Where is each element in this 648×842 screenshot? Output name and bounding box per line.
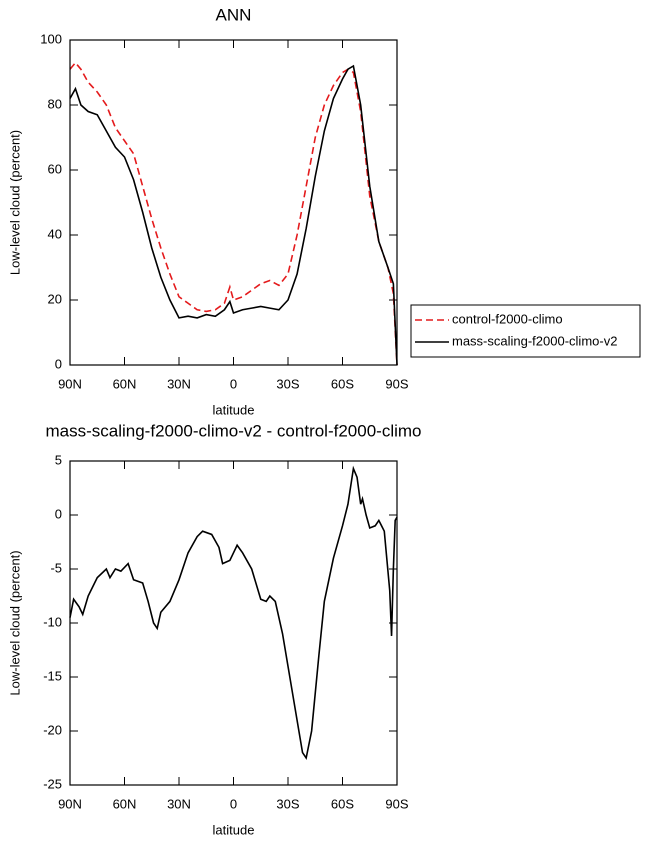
x-tick-label: 90N <box>58 796 82 811</box>
x-tick-label: 90S <box>385 796 408 811</box>
y-tick-label: -5 <box>50 560 62 575</box>
chart-title: ANN <box>216 5 252 24</box>
legend-box <box>410 304 641 358</box>
y-axis-label: Low-level cloud (percent) <box>7 130 22 275</box>
y-tick-label: -25 <box>43 776 62 791</box>
y-tick-label: 40 <box>48 226 62 241</box>
y-tick-label: 20 <box>48 291 62 306</box>
legend-label: control-f2000-climo <box>452 311 563 326</box>
x-tick-label: 90N <box>58 376 82 391</box>
y-tick-label: 0 <box>55 506 62 521</box>
y-tick-label: 0 <box>55 356 62 371</box>
x-tick-label: 90S <box>385 376 408 391</box>
data-line <box>69 61 398 366</box>
plot-frame <box>69 39 398 366</box>
x-tick-label: 30S <box>276 376 299 391</box>
data-line <box>69 64 398 366</box>
x-axis-label: latitude <box>213 402 255 417</box>
plot-frame <box>69 460 398 786</box>
x-tick-label: 60S <box>331 376 354 391</box>
x-tick-label: 0 <box>230 376 237 391</box>
x-tick-label: 60N <box>113 376 137 391</box>
y-axis-label: Low-level cloud (percent) <box>7 550 22 695</box>
x-tick-label: 0 <box>230 796 237 811</box>
x-axis-label: latitude <box>213 822 255 837</box>
y-tick-label: -15 <box>43 668 62 683</box>
y-tick-label: -10 <box>43 614 62 629</box>
y-tick-label: 5 <box>55 452 62 467</box>
chart-title: mass-scaling-f2000-climo-v2 - control-f2… <box>45 421 421 440</box>
y-tick-label: 60 <box>48 161 62 176</box>
y-tick-label: 100 <box>40 31 62 46</box>
legend-label: mass-scaling-f2000-climo-v2 <box>452 333 617 348</box>
y-tick-label: 80 <box>48 96 62 111</box>
x-tick-label: 30N <box>167 376 191 391</box>
x-tick-label: 30S <box>276 796 299 811</box>
x-tick-label: 60N <box>113 796 137 811</box>
y-tick-label: -20 <box>43 722 62 737</box>
x-tick-label: 30N <box>167 796 191 811</box>
x-tick-label: 60S <box>331 796 354 811</box>
data-line <box>69 465 398 761</box>
